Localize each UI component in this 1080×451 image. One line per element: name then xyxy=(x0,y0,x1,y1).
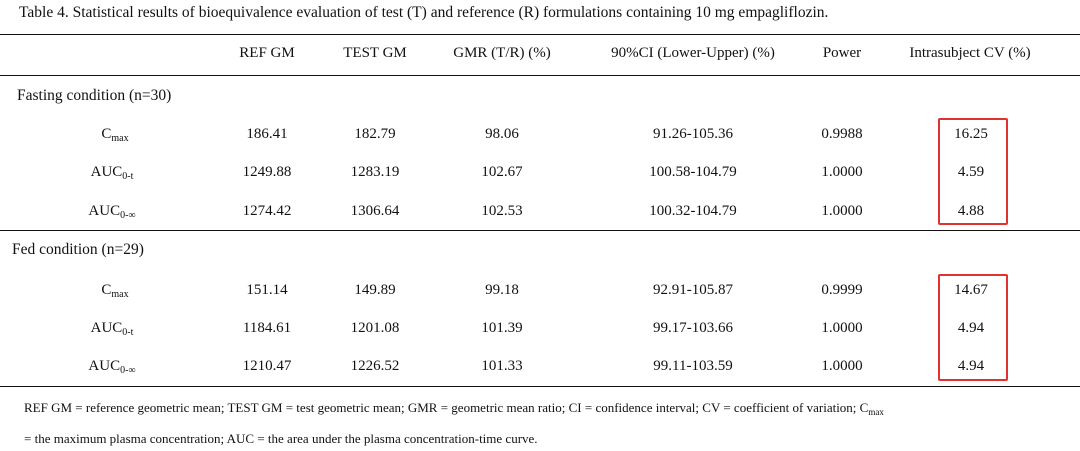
cv-cell: 14.67 xyxy=(954,282,988,298)
col-header-cv: Intrasubject CV (%) xyxy=(909,45,1031,61)
col-header-power: Power xyxy=(822,45,862,61)
gmr-cell: 102.67 xyxy=(481,164,523,180)
gmr-cell: 101.33 xyxy=(481,358,523,374)
col-header-test-gm: TEST GM xyxy=(343,45,407,61)
header-rule xyxy=(0,75,1080,76)
group-label-fed: Fed condition (n=29) xyxy=(12,241,144,258)
highlight-box-fasting-cv xyxy=(938,118,1008,225)
test-gm-cell: 1226.52 xyxy=(350,358,400,374)
ci-cell: 92.91-105.87 xyxy=(653,282,733,298)
ref-gm-cell: 1210.47 xyxy=(242,358,292,374)
ref-gm-cell: 186.41 xyxy=(246,126,288,142)
ci-cell: 91.26-105.36 xyxy=(653,126,733,142)
ref-gm-cell: 1274.42 xyxy=(242,203,292,219)
power-cell: 1.0000 xyxy=(821,164,863,180)
cv-cell: 4.88 xyxy=(957,203,985,219)
power-cell: 1.0000 xyxy=(821,320,863,336)
param-cell: Cmax xyxy=(101,126,129,144)
col-header-ci: 90%CI (Lower-Upper) (%) xyxy=(611,45,775,61)
highlight-box-fed-cv xyxy=(938,274,1008,381)
top-rule xyxy=(0,34,1080,35)
group-divider-rule xyxy=(0,230,1080,231)
gmr-cell: 99.18 xyxy=(485,282,519,298)
col-header-ref-gm: REF GM xyxy=(239,45,295,61)
footnote-line-1: REF GM = reference geometric mean; TEST … xyxy=(24,400,884,417)
ci-cell: 100.58-104.79 xyxy=(649,164,737,180)
group-label-fasting: Fasting condition (n=30) xyxy=(17,87,172,104)
ci-cell: 100.32-104.79 xyxy=(649,203,737,219)
test-gm-cell: 1306.64 xyxy=(350,203,400,219)
bottom-rule xyxy=(0,386,1080,387)
cv-cell: 4.94 xyxy=(957,320,985,336)
gmr-cell: 98.06 xyxy=(485,126,519,142)
test-gm-cell: 1201.08 xyxy=(350,320,400,336)
power-cell: 0.9999 xyxy=(821,282,863,298)
col-header-gmr: GMR (T/R) (%) xyxy=(453,45,551,61)
power-cell: 1.0000 xyxy=(821,203,863,219)
cv-cell: 16.25 xyxy=(954,126,988,142)
param-cell: AUC0-∞ xyxy=(88,358,136,376)
test-gm-cell: 149.89 xyxy=(354,282,396,298)
param-cell: AUC0-t xyxy=(90,164,134,182)
power-cell: 0.9988 xyxy=(821,126,863,142)
power-cell: 1.0000 xyxy=(821,358,863,374)
gmr-cell: 101.39 xyxy=(481,320,523,336)
table-caption: Table 4. Statistical results of bioequiv… xyxy=(19,4,829,21)
test-gm-cell: 182.79 xyxy=(354,126,396,142)
gmr-cell: 102.53 xyxy=(481,203,523,219)
ref-gm-cell: 1184.61 xyxy=(242,320,292,336)
footnote-line-2: = the maximum plasma concentration; AUC … xyxy=(24,431,538,446)
cv-cell: 4.94 xyxy=(957,358,985,374)
cv-cell: 4.59 xyxy=(957,164,985,180)
param-cell: Cmax xyxy=(101,282,129,300)
ci-cell: 99.11-103.59 xyxy=(653,358,733,374)
ref-gm-cell: 1249.88 xyxy=(242,164,292,180)
param-cell: AUC0-∞ xyxy=(88,203,136,221)
ci-cell: 99.17-103.66 xyxy=(653,320,733,336)
param-cell: AUC0-t xyxy=(90,320,134,338)
test-gm-cell: 1283.19 xyxy=(350,164,400,180)
ref-gm-cell: 151.14 xyxy=(246,282,288,298)
